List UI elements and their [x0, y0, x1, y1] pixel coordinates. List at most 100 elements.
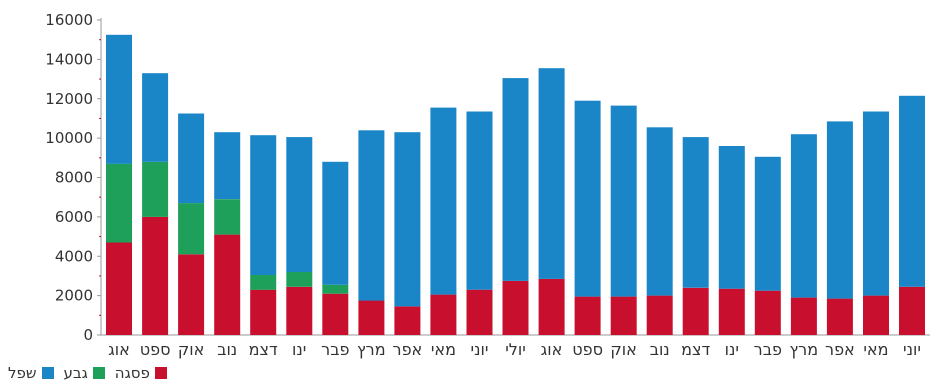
x-tick-label: אוג — [108, 340, 130, 359]
x-tick-label: מאי — [431, 340, 456, 359]
bar-segment — [502, 78, 529, 281]
x-tick-label: דצמ — [249, 340, 278, 359]
bar-segment — [790, 134, 817, 298]
bars — [106, 34, 925, 336]
y-tick-label: 0 — [83, 326, 93, 344]
x-tick-label: נוב — [650, 340, 670, 359]
bar-segment — [142, 161, 169, 217]
bar-segment — [863, 295, 889, 335]
x-tick-label: ינו — [725, 340, 739, 359]
bar-segment — [646, 127, 673, 296]
bar-segment — [754, 156, 781, 291]
bar-segment — [790, 297, 817, 335]
x-tick-label: ינו — [292, 340, 306, 359]
bar-segment — [502, 280, 529, 335]
legend-item-1: גבע — [64, 364, 105, 382]
bar-segment — [358, 130, 385, 301]
x-tick-label: אוק — [610, 340, 636, 359]
y-tick-labels: 0 2000 4000 6000 8000 10000 12000 14000 16000 — [45, 11, 93, 344]
bar-segment — [106, 242, 132, 335]
bar-segment — [466, 111, 493, 290]
bar-segment — [394, 132, 421, 307]
legend-label-0: פסגה — [114, 364, 150, 382]
bar-segment — [322, 293, 349, 335]
bar-segment — [214, 199, 241, 235]
bar-segment — [286, 272, 313, 287]
legend-swatch-1 — [92, 367, 105, 379]
x-tick-label: דצמ — [681, 340, 710, 359]
bar-segment — [682, 287, 709, 336]
bar-segment — [466, 289, 493, 335]
bar-segment — [754, 290, 781, 335]
y-tick-label: 4000 — [55, 247, 93, 265]
bar-segment — [718, 288, 745, 335]
bar-segment — [178, 203, 205, 255]
legend-swatch-0 — [154, 367, 167, 379]
legend-item-2: שפל — [8, 364, 54, 382]
x-tick-label: מרץ — [790, 340, 819, 359]
bar-segment — [430, 294, 457, 335]
bar-segment — [394, 306, 421, 335]
bar-segment — [142, 216, 169, 335]
bar-segment — [142, 73, 169, 162]
x-tick-label: יוני — [471, 340, 489, 359]
bar-segment — [899, 95, 925, 287]
x-tick-label: נוב — [217, 340, 237, 359]
x-tick-label: פבר — [321, 340, 349, 359]
bar-segment — [286, 286, 313, 335]
bar-segment — [214, 132, 241, 200]
bar-segment — [538, 278, 565, 335]
bar-segment — [322, 284, 349, 294]
y-tick-label: 2000 — [55, 287, 93, 305]
legend-label-1: גבע — [63, 364, 88, 382]
bar-segment — [250, 275, 277, 290]
bar-segment — [826, 121, 853, 299]
bar-segment — [430, 107, 457, 295]
y-tick-label: 10000 — [45, 129, 93, 147]
y-tick-label: 16000 — [45, 11, 93, 29]
x-tick-labels: אוג ספט אוק נוב דצמ ינו פבר מרץ אפר מאי יוני יולי או… — [108, 340, 921, 359]
y-tick-label: 12000 — [45, 90, 93, 108]
bar-segment — [214, 234, 241, 335]
bar-segment — [322, 161, 349, 285]
bar-segment — [682, 137, 709, 288]
legend-label-2: שפל — [8, 364, 37, 382]
bar-segment — [250, 289, 277, 335]
x-tick-label: ספט — [572, 340, 603, 359]
x-tick-label: יולי — [505, 340, 526, 359]
bar-segment — [106, 34, 132, 164]
x-tick-label: אוג — [541, 340, 563, 359]
bar-segment — [574, 296, 601, 335]
bar-segment — [610, 296, 637, 335]
x-tick-label: אפר — [393, 340, 423, 359]
x-tick-label: יוני — [903, 340, 921, 359]
bar-segment — [286, 137, 313, 272]
y-tick-label: 14000 — [45, 50, 93, 68]
legend-swatch-2 — [41, 367, 54, 379]
y-tick-label: 6000 — [55, 208, 93, 226]
bar-segment — [899, 286, 925, 335]
x-tick-label: אפר — [825, 340, 855, 359]
bar-segment — [718, 146, 745, 289]
bar-segment — [646, 295, 673, 335]
x-tick-label: ספט — [140, 340, 171, 359]
bar-segment — [106, 163, 132, 243]
x-tick-label: אוק — [178, 340, 204, 359]
bar-segment — [358, 300, 385, 335]
legend: פסגה גבע שפל — [8, 364, 167, 382]
bar-segment — [538, 68, 565, 279]
bar-segment — [610, 105, 637, 297]
legend-item-0: פסגה — [115, 364, 167, 382]
x-tick-label: מרץ — [357, 340, 386, 359]
y-tick-label: 8000 — [55, 169, 93, 187]
bar-segment — [250, 135, 277, 275]
bar-segment — [178, 254, 205, 335]
bar-segment — [574, 100, 601, 297]
bar-segment — [826, 298, 853, 335]
bar-segment — [863, 111, 889, 296]
x-tick-label: מאי — [863, 340, 888, 359]
x-tick-label: פבר — [754, 340, 782, 359]
bar-segment — [178, 113, 205, 204]
